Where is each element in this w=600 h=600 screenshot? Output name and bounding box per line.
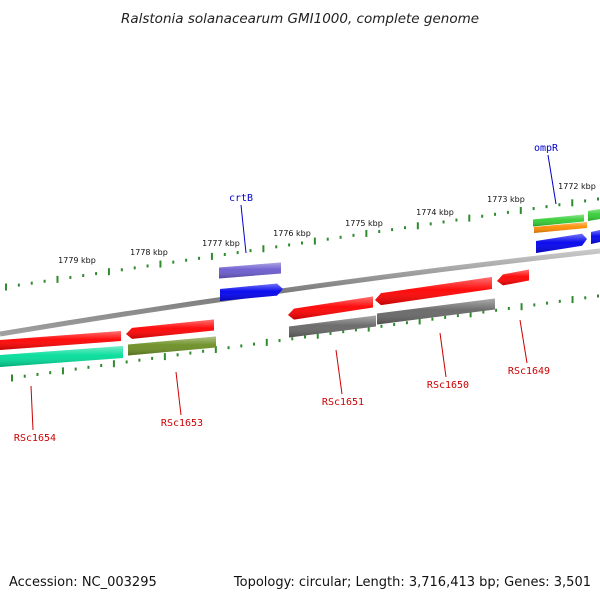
- footer-topology: Topology: circular; Length: 3,716,413 bp…: [233, 575, 591, 590]
- gene-label-rsc1649[interactable]: RSc1649: [508, 366, 550, 377]
- gray-feature-rsc1650[interactable]: [377, 298, 495, 325]
- feature-shading: [126, 319, 214, 339]
- labels-layer: crtB ompR RSc1654 RSc1653 RSc1651 RSc1650 RSc1…: [14, 143, 559, 444]
- tick-label: 1778 kbp: [130, 248, 168, 257]
- tick-label: 1772 kbp: [558, 182, 596, 191]
- feature-shading: [588, 209, 600, 221]
- blue-feature-right-edge[interactable]: [591, 230, 600, 244]
- feature-shading: [0, 331, 121, 350]
- red-feature-rsc1653[interactable]: [126, 319, 214, 339]
- gene-label-ompr[interactable]: ompR: [534, 143, 559, 154]
- features-layer: [0, 209, 600, 367]
- label-leader-line: [519, 319, 528, 364]
- upper-tick-track: [5, 197, 599, 291]
- tick-label: 1774 kbp: [416, 208, 454, 217]
- olive-feature-rsc1653[interactable]: [128, 336, 216, 356]
- ticks-layer: 1779 kbp 1778 kbp 1777 kbp 1776 kbp 1775 kbp…: [5, 182, 599, 382]
- feature-shading: [128, 336, 216, 356]
- feature-shading: [591, 230, 600, 244]
- gene-label-rsc1651[interactable]: RSc1651: [322, 397, 364, 408]
- blue-feature-ompr[interactable]: [536, 233, 587, 253]
- red-feature-far-left-inner[interactable]: [0, 331, 121, 350]
- feature-shading: [375, 277, 492, 306]
- gene-label-rsc1650[interactable]: RSc1650: [427, 380, 469, 391]
- feature-shading: [536, 233, 587, 253]
- tick-label: 1777 kbp: [202, 239, 240, 248]
- genome-backbone: [0, 248, 600, 337]
- footer-accession: Accession: NC_003295: [9, 575, 157, 590]
- tick-label: 1775 kbp: [345, 219, 383, 228]
- green-feature-right-edge[interactable]: [588, 209, 600, 221]
- gene-label-rsc1653[interactable]: RSc1653: [161, 418, 203, 429]
- tick-label: 1779 kbp: [58, 256, 96, 265]
- map-title: Ralstonia solanacearum GMI1000, complete…: [121, 11, 479, 27]
- feature-shading: [0, 346, 123, 367]
- feature-shading: [533, 214, 584, 227]
- label-leader-line: [439, 332, 447, 378]
- red-feature-rsc1651[interactable]: [288, 296, 373, 320]
- label-leader-line: [240, 204, 247, 254]
- feature-shading: [377, 298, 495, 325]
- spring-feature-far-left[interactable]: [0, 346, 123, 367]
- gray-feature-rsc1651[interactable]: [289, 315, 376, 338]
- feature-shading: [534, 222, 587, 233]
- tick-label: 1773 kbp: [487, 195, 525, 204]
- purple-feature-crtb[interactable]: [219, 262, 281, 279]
- label-leader-line: [335, 349, 343, 395]
- label-leader-line: [175, 371, 182, 416]
- feature-shading: [220, 283, 283, 301]
- lower-tick-track: [11, 294, 599, 382]
- orange-feature-ompr[interactable]: [534, 222, 587, 233]
- feature-shading: [497, 269, 529, 286]
- gene-label-rsc1654[interactable]: RSc1654: [14, 433, 56, 444]
- green-feature-ompr[interactable]: [533, 214, 584, 227]
- label-leader-line: [30, 385, 34, 431]
- blue-feature-crtb[interactable]: [220, 283, 283, 301]
- feature-shading: [219, 262, 281, 279]
- red-feature-rsc1650[interactable]: [375, 277, 492, 306]
- tick-label: 1776 kbp: [273, 229, 311, 238]
- gene-label-crtb[interactable]: crtB: [229, 193, 253, 204]
- feature-shading: [288, 296, 373, 320]
- feature-shading: [289, 315, 376, 338]
- label-leader-line: [547, 154, 557, 205]
- red-feature-rsc1649[interactable]: [497, 269, 529, 286]
